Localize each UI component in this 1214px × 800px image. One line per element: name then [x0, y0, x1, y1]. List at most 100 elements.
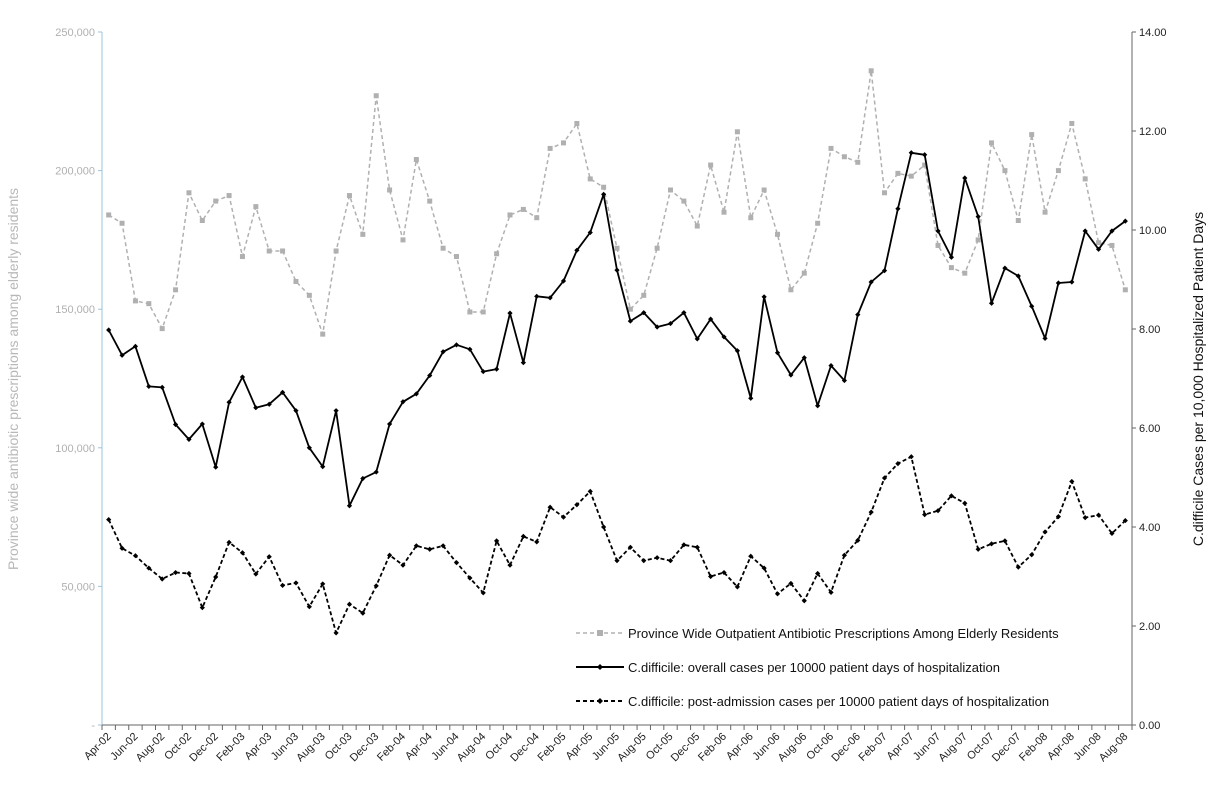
data-point — [199, 421, 205, 427]
data-point — [320, 581, 326, 587]
data-point — [881, 475, 888, 481]
data-point — [922, 152, 928, 158]
data-point — [654, 245, 660, 251]
x-tick-label: Aug-03 — [294, 731, 328, 765]
x-tick-label: Aug-08 — [1097, 731, 1131, 765]
data-point — [708, 316, 714, 322]
data-point — [1082, 176, 1088, 182]
x-tick-label: Aug-02 — [134, 731, 168, 765]
data-point — [922, 162, 928, 168]
data-point — [774, 591, 781, 597]
data-point — [280, 248, 286, 254]
data-point — [333, 248, 339, 254]
data-point — [962, 175, 968, 181]
data-point — [962, 500, 968, 506]
data-point — [467, 309, 473, 315]
data-point — [815, 220, 821, 226]
data-point — [333, 408, 339, 414]
data-point — [748, 215, 754, 221]
data-point — [868, 68, 874, 74]
data-point — [1122, 517, 1128, 524]
data-point — [895, 170, 901, 176]
data-point — [1029, 303, 1035, 309]
data-point — [172, 421, 179, 428]
left-tick-label: 150,000 — [55, 304, 95, 316]
data-point — [159, 326, 165, 332]
data-point — [748, 395, 754, 401]
data-point — [373, 469, 379, 475]
data-point — [1015, 273, 1021, 279]
data-point — [855, 312, 861, 318]
data-point — [828, 589, 834, 595]
data-point — [694, 336, 700, 342]
right-tick-label: 4.00 — [1139, 522, 1160, 534]
data-point — [547, 504, 553, 510]
data-point — [627, 306, 633, 312]
data-point — [279, 389, 286, 395]
x-tick-label: Dec-07 — [990, 731, 1024, 765]
data-point — [106, 327, 112, 333]
data-point — [774, 350, 781, 356]
data-point — [868, 509, 874, 515]
data-point — [507, 212, 513, 218]
data-point — [587, 488, 593, 494]
data-point — [1042, 209, 1048, 215]
data-point — [694, 223, 700, 229]
data-point — [574, 502, 580, 508]
data-point — [387, 187, 393, 193]
x-tick-label: Apr-08 — [1045, 731, 1077, 763]
data-point — [360, 231, 366, 237]
data-point — [226, 399, 232, 405]
data-point — [453, 254, 459, 260]
x-tick-label: Feb-07 — [857, 731, 890, 764]
data-point — [119, 220, 125, 226]
data-point — [400, 562, 406, 568]
data-point — [467, 346, 473, 352]
data-point — [413, 157, 419, 163]
data-point — [1029, 552, 1035, 558]
data-point — [614, 245, 620, 251]
data-point — [346, 193, 352, 199]
data-point — [734, 584, 740, 590]
data-point — [333, 630, 339, 636]
data-point — [146, 565, 152, 571]
legend-label-post-admission: C.difficile: post-admission cases per 10… — [628, 694, 1049, 709]
data-point — [373, 93, 379, 99]
data-point — [560, 140, 566, 146]
series-overall — [106, 150, 1128, 509]
data-point — [855, 537, 861, 543]
x-tick-label: Apr-02 — [82, 731, 114, 763]
data-point — [520, 533, 526, 540]
data-point — [975, 214, 981, 220]
x-tick-label: Dec-05 — [669, 731, 703, 765]
data-point — [1015, 217, 1021, 223]
x-tick-label: Feb-08 — [1017, 731, 1050, 764]
data-point — [1002, 538, 1008, 544]
data-point — [132, 343, 139, 349]
data-point — [199, 217, 205, 223]
data-point — [106, 516, 112, 523]
data-point — [694, 544, 700, 550]
data-point — [908, 454, 914, 460]
legend-item-overall: C.difficile: overall cases per 10000 pat… — [576, 660, 1000, 675]
legend-marker-prescriptions — [597, 630, 603, 636]
data-point — [1029, 132, 1035, 138]
data-point — [400, 399, 406, 405]
right-tick-label: 6.00 — [1139, 423, 1160, 435]
data-point — [226, 539, 232, 545]
data-point — [159, 384, 165, 391]
x-tick-label: Feb-05 — [535, 731, 568, 764]
data-point — [1069, 279, 1075, 285]
data-point — [253, 405, 259, 411]
series-line-overall — [107, 151, 1126, 507]
data-point — [186, 190, 192, 196]
data-point — [1109, 228, 1115, 234]
data-point — [654, 555, 660, 561]
data-point — [975, 237, 981, 243]
data-point — [346, 601, 353, 607]
x-tick-label: Dec-03 — [348, 731, 382, 765]
data-point — [681, 542, 687, 548]
data-point — [627, 318, 633, 324]
data-point — [708, 573, 714, 580]
